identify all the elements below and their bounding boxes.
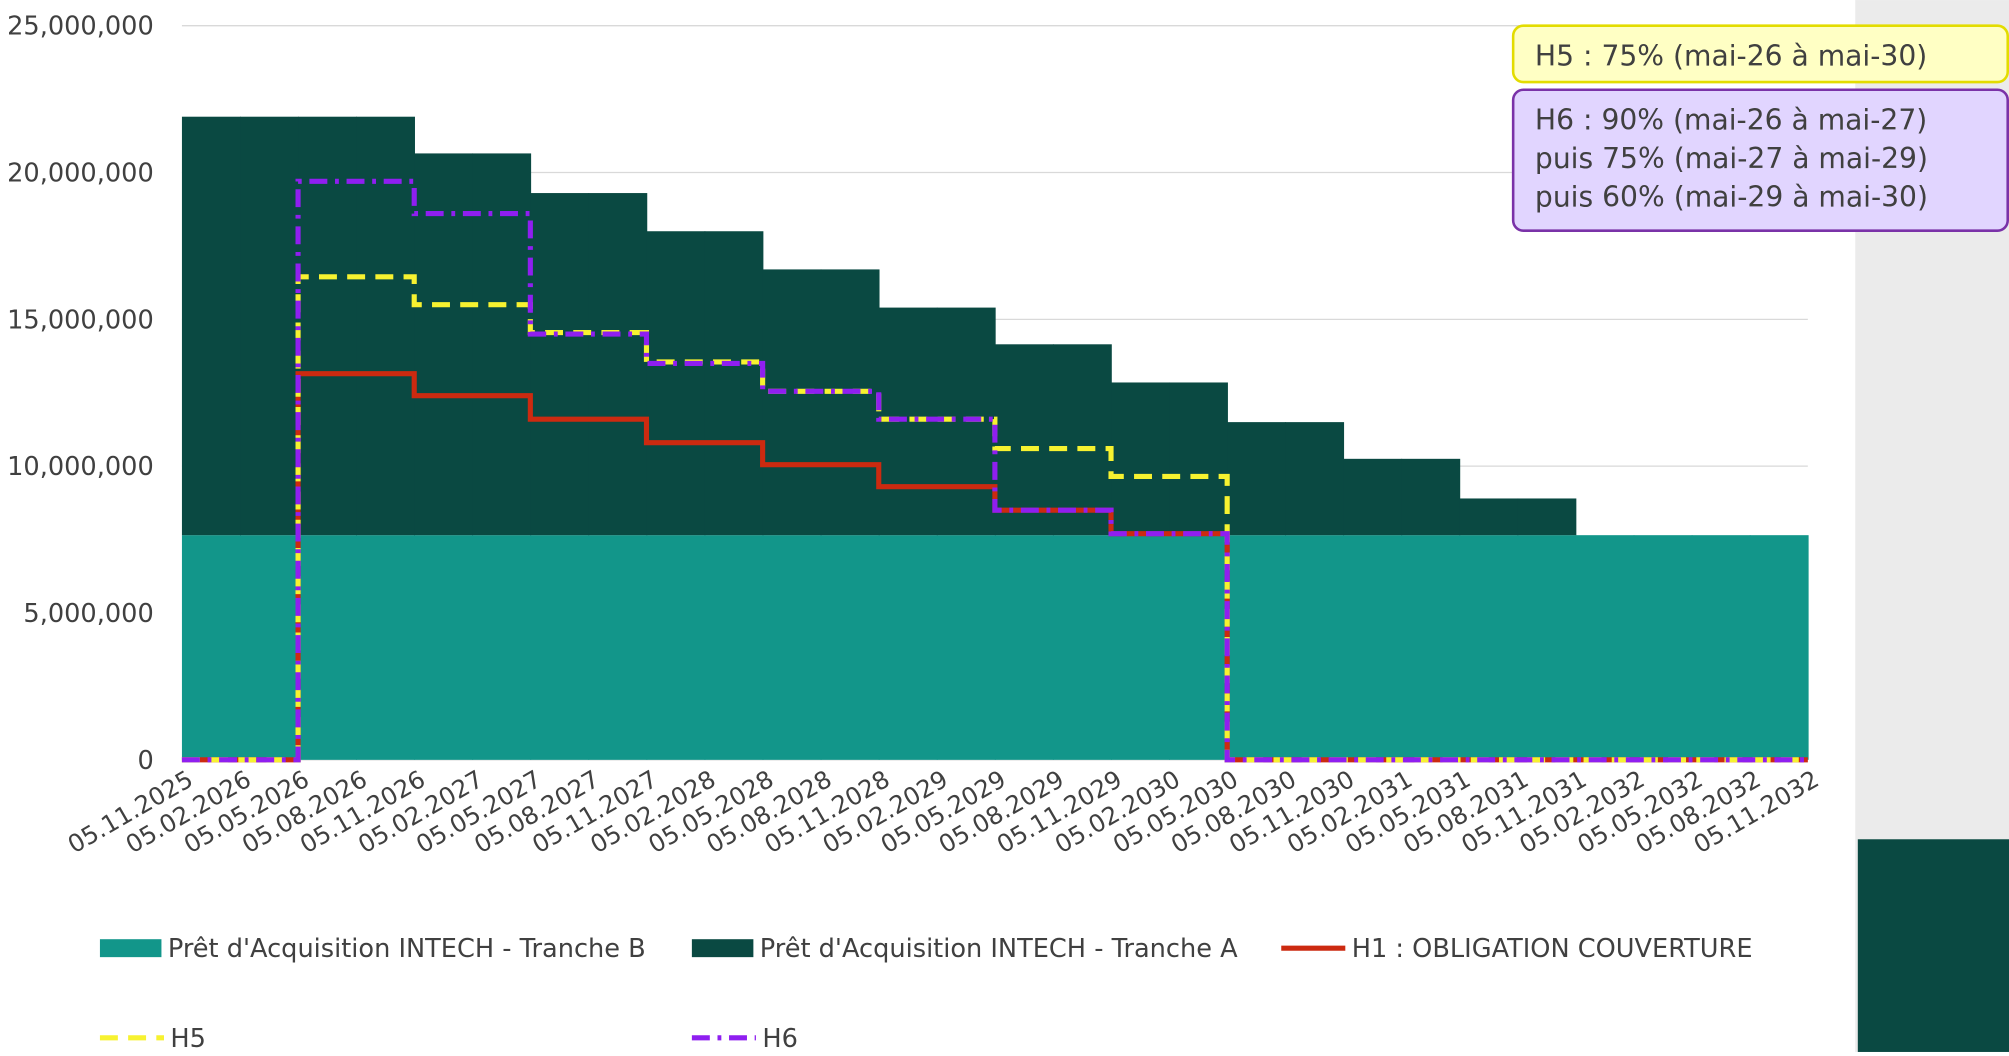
area-segment <box>414 153 474 536</box>
area-segment <box>1517 498 1577 536</box>
area-segment <box>646 535 706 760</box>
area-segment <box>1633 535 1693 760</box>
area-segment <box>472 535 532 760</box>
area-segment <box>1285 535 1345 760</box>
y-tick-label: 0 <box>137 746 153 776</box>
area-segment <box>704 535 764 760</box>
area-segment <box>762 535 822 760</box>
area-segment <box>762 269 822 536</box>
area-segment <box>1169 382 1228 536</box>
area-segment <box>1401 458 1461 536</box>
y-tick-label: 20,000,000 <box>7 158 154 188</box>
area-segment <box>936 535 996 760</box>
area-segment <box>1285 422 1345 536</box>
area-segment <box>1227 535 1286 760</box>
legend-swatch <box>691 939 754 958</box>
area-segment <box>820 269 880 536</box>
area-segment <box>530 535 590 760</box>
annotation-box <box>1511 24 2009 84</box>
annotation-text: puis 60% (mai-29 à mai-30) <box>1535 180 1928 213</box>
area-segment <box>1052 535 1112 760</box>
area-segment <box>1111 382 1170 536</box>
area-segment <box>1459 535 1519 760</box>
legend-label: H1 : OBLIGATION COUVERTURE <box>1352 934 1753 964</box>
legend-label: Prêt d'Acquisition INTECH - Tranche A <box>760 934 1238 964</box>
area-segment <box>704 231 764 536</box>
area-segment <box>878 535 938 760</box>
annotation-text: H6 : 90% (mai-26 à mai-27) <box>1535 103 1927 136</box>
area-segment <box>1227 422 1286 536</box>
legend-label: H5 <box>170 1024 206 1052</box>
area-segment <box>1691 535 1751 760</box>
annotation-text: H5 : 75% (mai-26 à mai-30) <box>1535 39 1927 72</box>
area-segment <box>588 193 648 536</box>
area-segment <box>994 344 1054 536</box>
annotation-box <box>1511 88 2009 232</box>
area-segment <box>240 116 299 536</box>
area-segment <box>1111 535 1170 760</box>
y-tick-label: 25,000,000 <box>7 12 154 42</box>
area-segment <box>1343 458 1403 536</box>
legend-label: Prêt d'Acquisition INTECH - Tranche B <box>168 934 646 964</box>
legend-swatch <box>99 939 162 958</box>
area-segment <box>181 535 241 760</box>
side-block <box>1857 839 2009 1052</box>
area-segment <box>1459 498 1519 536</box>
area-segment <box>1052 344 1112 536</box>
area-segment <box>1169 535 1228 760</box>
y-tick-label: 5,000,000 <box>23 599 153 629</box>
area-segment <box>414 535 474 760</box>
area-segment <box>1749 535 1809 760</box>
area-segment <box>820 535 880 760</box>
annotation-text: puis 75% (mai-27 à mai-29) <box>1535 142 1928 175</box>
step-line <box>181 178 1808 763</box>
area-segment <box>646 231 706 536</box>
y-tick-label: 10,000,000 <box>7 452 154 482</box>
y-tick-label: 15,000,000 <box>7 305 154 335</box>
area-segment <box>181 116 241 536</box>
area-segment <box>356 116 415 536</box>
legend-label: H6 <box>762 1024 798 1052</box>
area-segment <box>1401 535 1461 760</box>
area-segment <box>472 153 532 536</box>
area-segment <box>530 193 590 536</box>
area-segment <box>994 535 1054 760</box>
area-segment <box>298 116 357 536</box>
area-segment <box>298 535 357 760</box>
area-segment <box>1517 535 1577 760</box>
area-segment <box>1575 535 1635 760</box>
area-segment <box>1343 535 1403 760</box>
area-segment <box>356 535 415 760</box>
area-segment <box>588 535 648 760</box>
area-segment <box>240 535 299 760</box>
